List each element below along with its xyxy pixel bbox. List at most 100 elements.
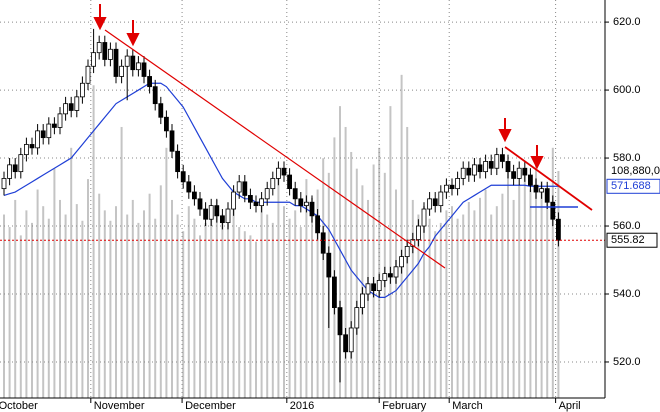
candle-body — [348, 327, 354, 353]
volume-bar — [535, 164, 538, 398]
x-tick-label: 2016 — [290, 400, 314, 412]
candle-body — [483, 161, 489, 173]
candle-body — [382, 273, 388, 281]
candle-body — [460, 167, 466, 179]
candle-body — [432, 198, 438, 207]
volume-bar — [277, 168, 280, 398]
arrow-head — [93, 17, 107, 31]
volume-bar — [260, 197, 263, 398]
candle-body — [51, 123, 57, 128]
volume-bar — [266, 214, 269, 398]
candle-body — [46, 123, 52, 139]
volume-bar — [204, 222, 207, 398]
candle-body — [544, 188, 550, 203]
candle-body — [292, 188, 298, 200]
candle-body — [287, 174, 293, 190]
volume-bar — [249, 235, 252, 398]
y-tick-label: 580.0 — [613, 152, 641, 164]
volume-bar — [221, 214, 224, 398]
volume-bar — [484, 189, 487, 398]
candle-body — [259, 198, 265, 207]
y-tick-label: 540.0 — [613, 288, 641, 300]
volume-bar — [333, 137, 336, 399]
volume-bar — [92, 85, 95, 399]
volume-bar — [159, 185, 162, 398]
candle-body — [164, 116, 169, 132]
candle-body — [264, 188, 270, 200]
volume-bar — [53, 168, 56, 398]
candle-body — [124, 55, 130, 67]
trend-line — [104, 29, 446, 269]
volume-bar — [495, 206, 498, 398]
arrow-head — [126, 33, 140, 47]
candle-body — [315, 215, 321, 234]
candle-body — [511, 171, 517, 179]
volume-bar — [19, 235, 22, 398]
candle-body — [231, 191, 237, 210]
volume-bar — [551, 147, 554, 398]
candle-body — [404, 246, 410, 258]
candle-body — [298, 198, 304, 207]
volume-bar — [154, 218, 157, 398]
last-price-box — [606, 232, 658, 248]
volume-bar — [232, 189, 235, 398]
volume-bar — [171, 199, 174, 398]
candle-body — [220, 215, 225, 224]
candle-body — [416, 225, 421, 241]
candle-body — [399, 256, 405, 268]
volume-bar — [305, 179, 308, 398]
candle-body — [208, 205, 214, 220]
volume-value-box — [607, 164, 660, 179]
candle-body — [192, 191, 197, 200]
candle-body — [488, 161, 494, 169]
volume-bar — [546, 193, 549, 398]
candle-body — [365, 283, 371, 295]
ma-value-box — [606, 178, 660, 194]
candle-body — [522, 167, 528, 176]
volume-bar — [2, 214, 5, 398]
candle-body — [281, 167, 287, 176]
candle-body — [23, 144, 29, 156]
candle-body — [175, 150, 181, 173]
x-tick-label: December — [185, 400, 236, 412]
candle-body — [550, 201, 556, 220]
volume-bar — [339, 106, 342, 398]
label-layer: 520.0 540.0 560.0 580.0 600.0 620.0 October Nov… — [0, 16, 660, 412]
volume-bar — [400, 74, 403, 398]
candle-body — [40, 130, 46, 139]
volume-bar — [299, 227, 302, 398]
candle-body — [438, 191, 444, 207]
volume-bar — [238, 227, 241, 398]
volume-bar — [271, 222, 274, 398]
volume-bar — [355, 168, 358, 398]
volume-bar — [210, 210, 213, 398]
x-tick-label: March — [452, 400, 483, 412]
volume-bar — [518, 185, 521, 398]
volume-bar — [434, 231, 437, 398]
volume-bar — [182, 231, 185, 398]
volume-bar — [243, 231, 246, 398]
candle-body — [410, 239, 416, 247]
ma-value-label: 571.688 — [611, 180, 651, 192]
candle-body — [500, 154, 505, 162]
volume-bar — [36, 189, 39, 398]
volume-bar — [187, 206, 190, 398]
volume-bar — [557, 171, 560, 398]
y-tick-label: 520.0 — [613, 356, 641, 368]
volume-bar — [109, 220, 112, 398]
candle-body — [236, 181, 242, 193]
candle-body — [186, 181, 192, 193]
volume-bar — [311, 197, 314, 398]
y-tick-label: 560.0 — [613, 220, 641, 232]
candle-body — [141, 62, 147, 77]
candle-body — [169, 130, 175, 152]
volume-bar — [42, 206, 45, 398]
candle-body — [91, 52, 96, 67]
candle-body — [68, 103, 74, 111]
volume-bar — [103, 210, 106, 398]
volume-bar — [86, 179, 89, 398]
volume-bar — [143, 210, 146, 398]
volume-bar — [193, 218, 196, 398]
candle-body — [320, 232, 326, 254]
